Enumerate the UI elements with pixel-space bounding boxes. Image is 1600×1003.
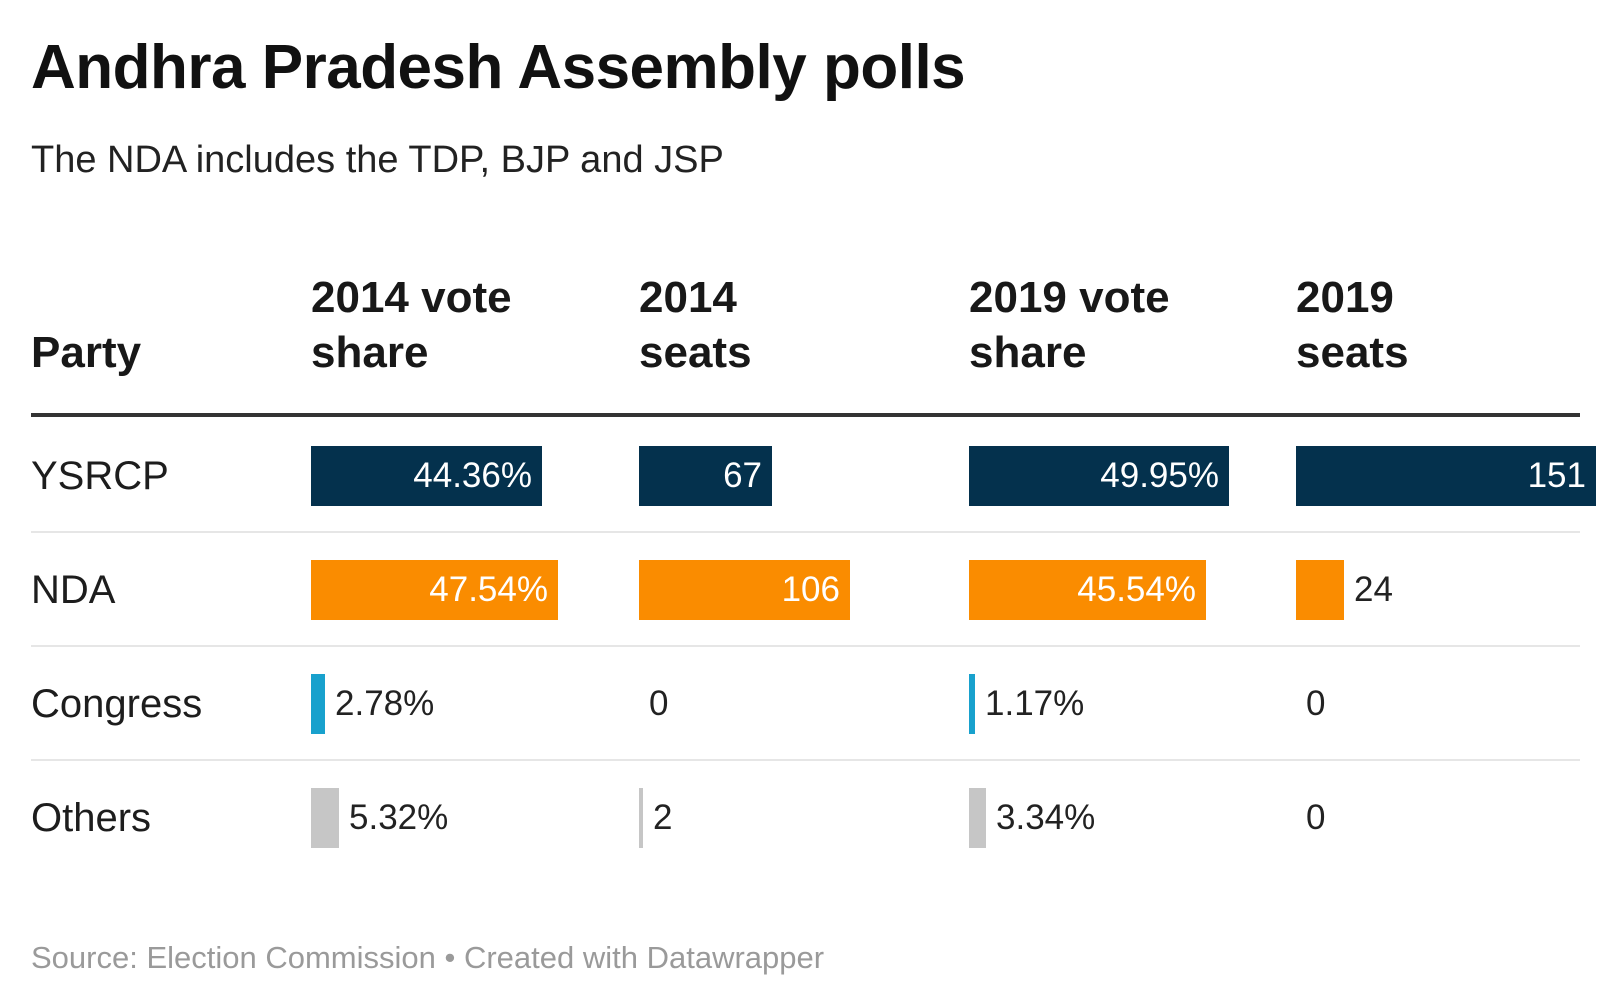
value-vote2014: 44.36%: [413, 456, 532, 495]
value-vote2019: 45.54%: [1077, 570, 1196, 609]
column-header-line: share: [969, 328, 1087, 377]
column-header-label: Party: [31, 328, 142, 377]
value-vote2019: 49.95%: [1100, 456, 1219, 495]
source-note: Source: Election Commission • Created wi…: [31, 940, 825, 975]
party-label: Congress: [31, 682, 203, 726]
column-header-line: 2019: [1296, 273, 1394, 322]
bar-seats2019: [1296, 560, 1344, 620]
bar-vote2019: [969, 446, 1229, 506]
row-divider: [31, 645, 1580, 647]
column-header-seats2019: 2019 seats: [1296, 272, 1409, 380]
chart-title: Andhra Pradesh Assembly polls: [31, 33, 966, 102]
value-seats2014: 0: [649, 684, 669, 723]
value-vote2019: 3.34%: [996, 798, 1096, 837]
column-header-line: 2014 vote: [311, 273, 512, 322]
party-label: YSRCP: [31, 454, 169, 498]
value-vote2019: 1.17%: [985, 684, 1085, 723]
header-divider: [31, 413, 1580, 417]
party-label: NDA: [31, 568, 116, 612]
column-header-line: seats: [639, 328, 752, 377]
column-header-party: Party: [31, 272, 141, 380]
value-vote2014: 5.32%: [349, 798, 449, 837]
column-header-seats2014: 2014 seats: [639, 272, 752, 380]
column-header-vote2014: 2014 vote share: [311, 272, 512, 380]
value-seats2014: 2: [653, 798, 673, 837]
bar-vote2014: [311, 560, 558, 620]
bar-vote2019: [969, 674, 975, 734]
value-seats2019: 0: [1306, 684, 1326, 723]
value-vote2014: 2.78%: [335, 684, 435, 723]
value-vote2014: 47.54%: [429, 570, 548, 609]
bar-seats2014: [639, 446, 772, 506]
bar-seats2014: [639, 560, 850, 620]
row-divider: [31, 759, 1580, 761]
value-seats2014: 67: [723, 456, 762, 495]
chart-subtitle: The NDA includes the TDP, BJP and JSP: [31, 139, 724, 181]
value-seats2019: 151: [1527, 456, 1586, 495]
bar-vote2014: [311, 446, 542, 506]
column-header-line: share: [311, 328, 429, 377]
bar-seats2019: [1296, 446, 1596, 506]
value-seats2019: 24: [1354, 570, 1393, 609]
bar-vote2014: [311, 788, 339, 848]
row-divider: [31, 531, 1580, 533]
column-header-line: 2019 vote: [969, 273, 1170, 322]
column-header-vote2019: 2019 vote share: [969, 272, 1170, 380]
column-header-line: seats: [1296, 328, 1409, 377]
bar-vote2019: [969, 560, 1206, 620]
value-seats2014: 106: [781, 570, 840, 609]
column-header-line: 2014: [639, 273, 737, 322]
value-seats2019: 0: [1306, 798, 1326, 837]
party-label: Others: [31, 796, 152, 840]
bar-vote2014: [311, 674, 325, 734]
bar-vote2019: [969, 788, 986, 848]
bar-seats2014: [639, 788, 643, 848]
